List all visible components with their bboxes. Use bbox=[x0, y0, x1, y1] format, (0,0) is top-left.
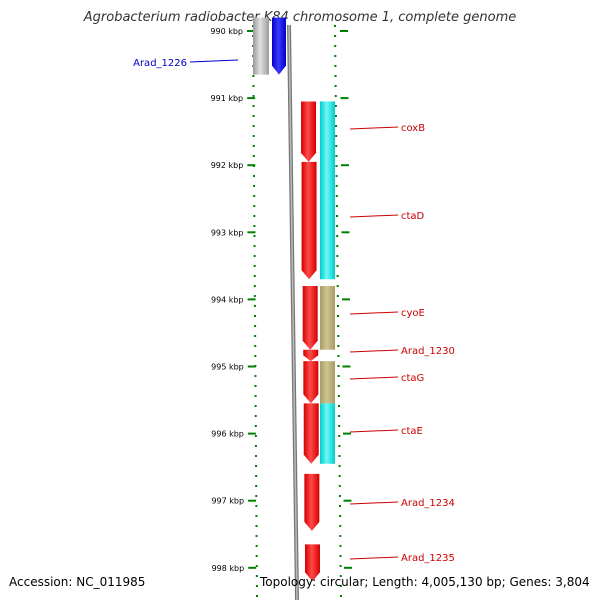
gene-label-cyoE: cyoE bbox=[401, 308, 425, 319]
gene-arrow-Arad_1234 bbox=[304, 473, 320, 531]
feature-cyan bbox=[320, 101, 335, 280]
scale-tick-label: 993 kbp bbox=[211, 228, 244, 237]
feature-olive bbox=[320, 285, 335, 350]
scale-tick-label: 992 kbp bbox=[211, 161, 244, 170]
feature-cyan bbox=[320, 403, 335, 464]
gene-leader-ctaE bbox=[349, 429, 399, 433]
gene-arrow-coxB bbox=[301, 101, 317, 162]
gene-leader-Arad_1226 bbox=[189, 59, 239, 63]
scale-tick-label: 996 kbp bbox=[211, 430, 244, 439]
left-guide-line bbox=[252, 24, 258, 600]
scale-tick-label: 997 kbp bbox=[211, 497, 244, 506]
gene-arrow-ctaE bbox=[303, 403, 319, 464]
backbone-inner bbox=[288, 24, 298, 600]
gene-label-Arad_1226: Arad_1226 bbox=[133, 58, 187, 69]
gene-label-ctaE: ctaE bbox=[401, 426, 423, 437]
scale-tick-label: 991 kbp bbox=[211, 94, 244, 103]
gene-arrow-ctaG bbox=[303, 361, 319, 404]
topology-label: Topology: circular; Length: 4,005,130 bp… bbox=[260, 575, 590, 589]
gene-leader-ctaG bbox=[349, 376, 399, 380]
gene-arrow-Arad_1235 bbox=[304, 544, 320, 582]
gene-leader-ctaD bbox=[349, 214, 399, 218]
scale-tick-label: 994 kbp bbox=[211, 295, 244, 304]
scale-tick-label: 998 kbp bbox=[212, 564, 245, 573]
gene-arrow-Arad_1226 bbox=[272, 17, 286, 75]
scale-tick-label: 990 kbp bbox=[210, 27, 243, 36]
gene-arrow-ctaD bbox=[301, 161, 317, 280]
gene-arrow-Arad_1230 bbox=[303, 349, 319, 362]
gene-leader-Arad_1235 bbox=[349, 556, 399, 560]
gene-label-Arad_1234: Arad_1234 bbox=[401, 498, 455, 509]
gene-label-coxB: coxB bbox=[401, 123, 425, 134]
accession-label: Accession: NC_011985 bbox=[9, 575, 146, 589]
gene-leader-cyoE bbox=[349, 311, 399, 315]
gene-label-ctaG: ctaG bbox=[401, 373, 424, 384]
gene-label-Arad_1230: Arad_1230 bbox=[401, 346, 455, 357]
gene-leader-Arad_1234 bbox=[349, 501, 399, 505]
map-title: Agrobacterium radiobacter K84 chromosome… bbox=[83, 10, 517, 25]
gene-label-Arad_1235: Arad_1235 bbox=[401, 553, 455, 564]
gene-leader-Arad_1230 bbox=[349, 349, 399, 353]
gene-arrow-cyoE bbox=[302, 285, 318, 350]
gene-leader-coxB bbox=[349, 126, 399, 130]
gene-label-ctaD: ctaD bbox=[401, 211, 425, 222]
feature-olive bbox=[320, 361, 335, 404]
right-guide-line bbox=[334, 24, 342, 600]
scale-tick-label: 995 kbp bbox=[211, 363, 244, 372]
feature-gray bbox=[253, 17, 269, 75]
